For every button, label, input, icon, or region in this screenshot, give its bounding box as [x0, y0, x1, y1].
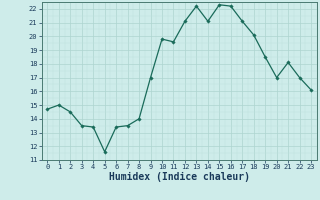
X-axis label: Humidex (Indice chaleur): Humidex (Indice chaleur) — [109, 172, 250, 182]
